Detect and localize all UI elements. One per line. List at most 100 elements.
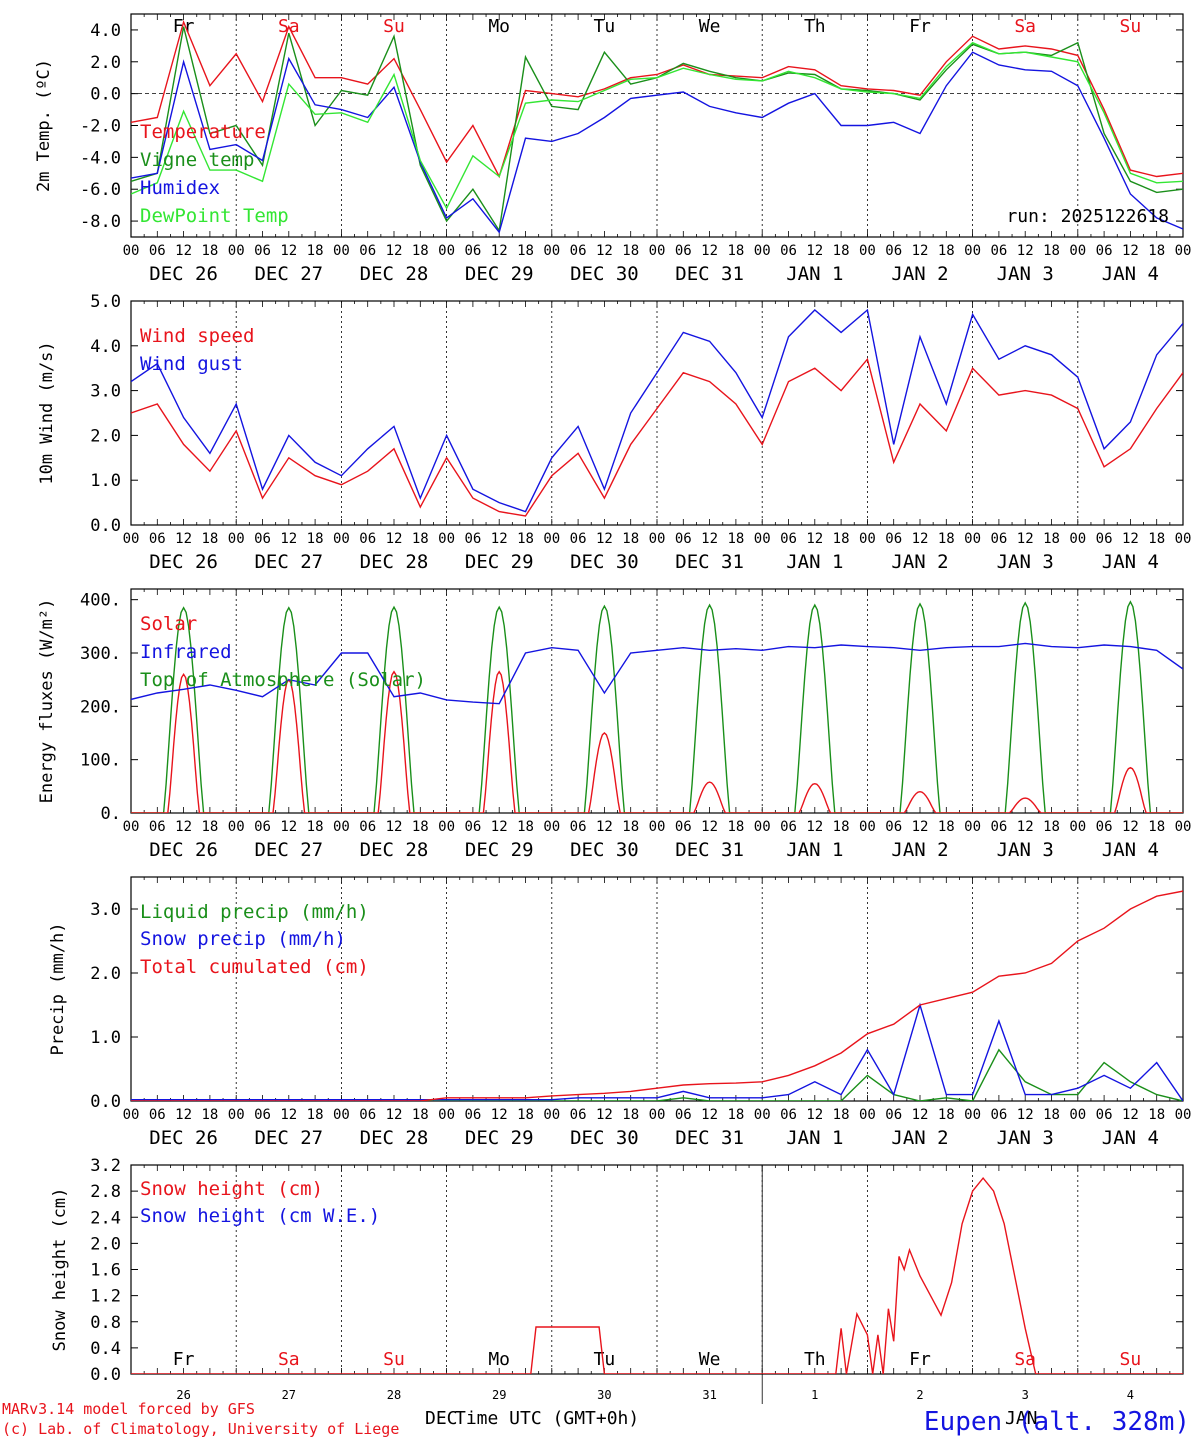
hour-tick-label: 18 (727, 819, 744, 835)
date-label: DEC 28 (360, 551, 429, 573)
y-tick-label: -8.0 (80, 212, 121, 232)
hour-tick-label: 00 (964, 531, 981, 547)
hour-tick-label: 12 (1122, 531, 1139, 547)
footer-month-left: DEC (425, 1408, 458, 1429)
hour-tick-label: 18 (938, 819, 955, 835)
hour-tick-label: 06 (675, 1107, 692, 1123)
date-label: JAN 1 (786, 839, 843, 861)
date-label: DEC 31 (675, 263, 744, 285)
hour-tick-label: 00 (649, 243, 666, 259)
hour-tick-label: 18 (201, 243, 218, 259)
y-tick-label: 2.8 (90, 1182, 121, 1202)
bottom-date-number: 30 (597, 1388, 611, 1402)
date-label: JAN 4 (1102, 839, 1159, 861)
hour-tick-label: 18 (517, 243, 534, 259)
hour-tick-label: 18 (938, 531, 955, 547)
day-name-label: Tu (594, 1349, 616, 1370)
day-name-label: Su (383, 1349, 405, 1370)
date-label: JAN 4 (1102, 263, 1159, 285)
date-label: JAN 2 (891, 551, 948, 573)
y-tick-label: 1.2 (90, 1287, 121, 1307)
y-tick-label: 3.2 (90, 1156, 121, 1176)
date-label: JAN 2 (891, 1127, 948, 1149)
hour-tick-label: 06 (359, 243, 376, 259)
hour-tick-label: 12 (175, 819, 192, 835)
hour-tick-label: 06 (464, 819, 481, 835)
y-tick-label: 0.0 (90, 85, 121, 105)
hour-tick-label: 12 (912, 243, 929, 259)
hour-tick-label: 06 (990, 243, 1007, 259)
legend-entry: Total cumulated (cm) (140, 956, 369, 978)
hour-tick-label: 00 (123, 243, 140, 259)
hour-tick-label: 06 (570, 243, 587, 259)
humidex-line (131, 51, 1183, 234)
legend-entry: DewPoint Temp (140, 205, 289, 227)
hour-tick-label: 06 (1096, 531, 1113, 547)
bottom-date-number: 1 (811, 1388, 818, 1402)
y-tick-label: 5.0 (90, 292, 121, 312)
hour-tick-label: 12 (386, 819, 403, 835)
y-tick-label: 0.0 (90, 516, 121, 536)
date-label: JAN 4 (1102, 551, 1159, 573)
y-tick-label: 2.0 (90, 964, 121, 984)
footer-credit-line2: (c) Lab. of Climatology, University of L… (2, 1420, 399, 1438)
hour-tick-label: 12 (701, 531, 718, 547)
hour-tick-label: 12 (175, 243, 192, 259)
legend-entry: Humidex (140, 177, 220, 199)
hour-tick-label: 06 (780, 531, 797, 547)
date-label: DEC 31 (675, 1127, 744, 1149)
hour-tick-label: 00 (964, 819, 981, 835)
y-tick-label: 1.0 (90, 471, 121, 491)
date-label: DEC 26 (149, 1127, 218, 1149)
hour-tick-label: 18 (517, 819, 534, 835)
hour-tick-label: 06 (675, 819, 692, 835)
hour-tick-label: 06 (885, 243, 902, 259)
hour-tick-label: 18 (938, 243, 955, 259)
hour-tick-label: 12 (491, 1107, 508, 1123)
hour-tick-label: 06 (359, 531, 376, 547)
hour-tick-label: 12 (596, 243, 613, 259)
legend-entry: Liquid precip (mm/h) (140, 901, 369, 923)
hour-tick-label: 12 (701, 243, 718, 259)
hour-tick-label: 00 (649, 819, 666, 835)
bottom-date-number: 26 (176, 1388, 190, 1402)
hour-tick-label: 18 (1148, 819, 1165, 835)
date-label: DEC 29 (465, 839, 534, 861)
hour-tick-label: 12 (1122, 819, 1139, 835)
legend-entry: Temperature (140, 121, 266, 143)
hour-tick-label: 06 (1096, 819, 1113, 835)
hour-tick-label: 00 (438, 243, 455, 259)
date-label: DEC 26 (149, 551, 218, 573)
hour-tick-label: 12 (1017, 243, 1034, 259)
hour-tick-label: 06 (149, 1107, 166, 1123)
hour-tick-label: 06 (464, 243, 481, 259)
hour-tick-label: 12 (491, 819, 508, 835)
hour-tick-label: 12 (912, 531, 929, 547)
y-axis-label: Precip (mm/h) (48, 922, 68, 1055)
bottom-date-number: 29 (492, 1388, 506, 1402)
snow-precip-mm-h--line (131, 1002, 1183, 1101)
day-name-label: Su (1120, 16, 1142, 37)
hour-tick-label: 06 (885, 531, 902, 547)
hour-tick-label: 06 (254, 531, 271, 547)
hour-tick-label: 18 (938, 1107, 955, 1123)
hour-tick-label: 12 (280, 243, 297, 259)
date-label: DEC 31 (675, 551, 744, 573)
wind-gust-line (131, 308, 1183, 513)
legend-entry: Vigne temp (140, 149, 254, 171)
hour-tick-label: 12 (596, 1107, 613, 1123)
day-name-label: We (699, 1349, 721, 1370)
hour-tick-label: 18 (1148, 243, 1165, 259)
hour-tick-label: 12 (596, 531, 613, 547)
hour-tick-label: 00 (333, 1107, 350, 1123)
date-label: JAN 3 (997, 839, 1054, 861)
hour-tick-label: 00 (438, 1107, 455, 1123)
hour-tick-label: 06 (990, 531, 1007, 547)
hour-tick-label: 06 (359, 819, 376, 835)
hour-tick-label: 12 (386, 531, 403, 547)
hour-tick-label: 06 (464, 531, 481, 547)
energy-panel: 0. 100. 200. 300. 400. Energy fluxes (W/m²) 00… (37, 588, 1191, 861)
hour-tick-label: 00 (754, 531, 771, 547)
total-cumulated-cm--line (131, 890, 1183, 1101)
